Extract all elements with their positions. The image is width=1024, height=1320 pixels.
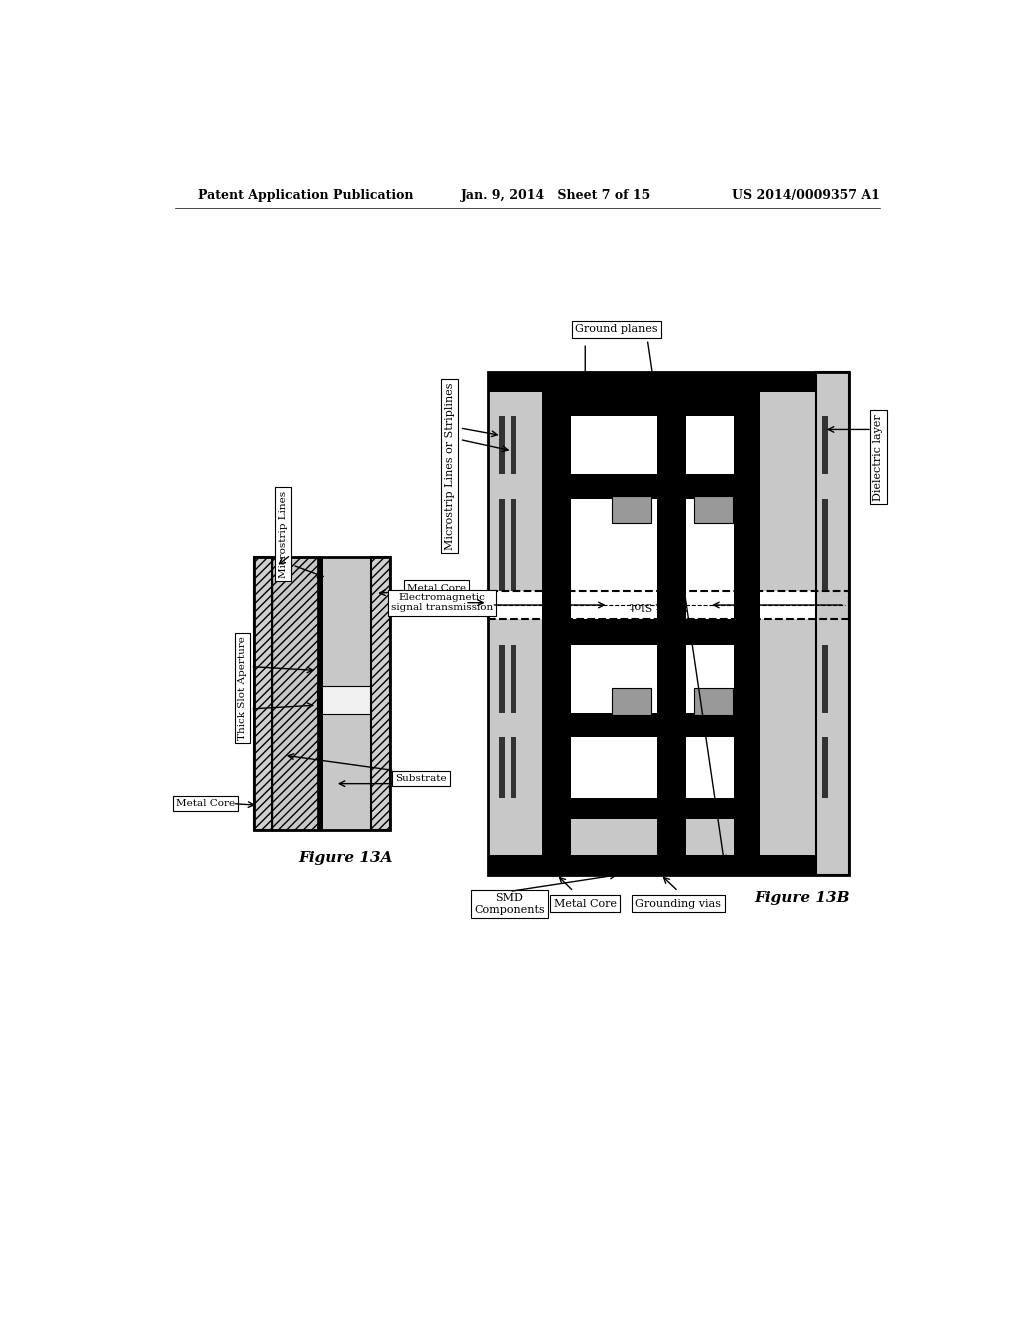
Text: Grounding vias: Grounding vias — [635, 899, 721, 908]
Text: Metal Core: Metal Core — [554, 899, 616, 908]
Bar — [822, 499, 827, 591]
Bar — [686, 499, 734, 591]
Bar — [571, 645, 656, 713]
Bar — [500, 645, 505, 713]
Text: Thick Slot: Thick Slot — [631, 601, 687, 610]
Bar — [511, 499, 516, 591]
Bar — [686, 416, 734, 474]
Bar — [542, 392, 761, 416]
Text: Microstrip Lines or Striplines: Microstrip Lines or Striplines — [444, 383, 455, 550]
Bar — [500, 416, 505, 474]
Bar — [487, 372, 849, 875]
Bar — [571, 499, 656, 591]
Bar — [487, 591, 849, 619]
Text: Jan. 9, 2014   Sheet 7 of 15: Jan. 9, 2014 Sheet 7 of 15 — [461, 189, 651, 202]
Bar — [511, 645, 516, 713]
Text: Ground planes: Ground planes — [574, 325, 657, 334]
Bar — [487, 372, 849, 392]
Bar — [542, 392, 571, 855]
Bar — [693, 496, 732, 523]
Bar — [487, 591, 849, 619]
Bar — [324, 686, 372, 714]
Bar — [693, 688, 732, 715]
Text: Metal Core: Metal Core — [407, 583, 466, 593]
Text: SMD
Components: SMD Components — [474, 892, 545, 915]
Text: Electromagnetic
signal transmission: Electromagnetic signal transmission — [391, 593, 493, 612]
Bar — [571, 416, 656, 474]
Bar — [822, 416, 827, 474]
Bar — [822, 738, 827, 797]
Bar — [656, 392, 686, 855]
Bar — [511, 416, 516, 474]
Text: Dielectric layer: Dielectric layer — [873, 413, 883, 500]
Bar — [571, 738, 656, 797]
Text: Patent Application Publication: Patent Application Publication — [198, 189, 414, 202]
Bar — [372, 557, 390, 830]
Bar — [816, 372, 849, 875]
Bar — [272, 557, 321, 830]
Text: Thick Slot Aperture: Thick Slot Aperture — [239, 636, 247, 741]
Bar — [686, 645, 734, 713]
Bar — [254, 557, 390, 830]
Bar — [500, 499, 505, 591]
Bar — [324, 557, 372, 830]
Text: US 2014/0009357 A1: US 2014/0009357 A1 — [732, 189, 880, 202]
Bar — [317, 557, 324, 830]
Bar — [816, 372, 849, 875]
Bar — [487, 855, 849, 875]
Bar — [542, 797, 761, 818]
Bar — [542, 713, 761, 738]
Text: Substrate: Substrate — [395, 774, 447, 783]
Bar — [542, 474, 761, 499]
Bar — [686, 738, 734, 797]
Bar — [272, 557, 321, 830]
Bar — [254, 557, 272, 830]
Bar — [612, 496, 651, 523]
Bar — [734, 392, 761, 855]
Text: Microstrip Lines: Microstrip Lines — [279, 491, 288, 578]
Bar — [612, 688, 651, 715]
Text: Figure 13A: Figure 13A — [298, 850, 392, 865]
Bar — [500, 738, 505, 797]
Bar — [317, 686, 372, 714]
Bar — [487, 372, 849, 875]
Bar — [822, 645, 827, 713]
Text: Metal Core: Metal Core — [176, 799, 236, 808]
Text: Figure 13B: Figure 13B — [755, 891, 850, 904]
Bar — [542, 619, 761, 645]
Bar — [511, 738, 516, 797]
